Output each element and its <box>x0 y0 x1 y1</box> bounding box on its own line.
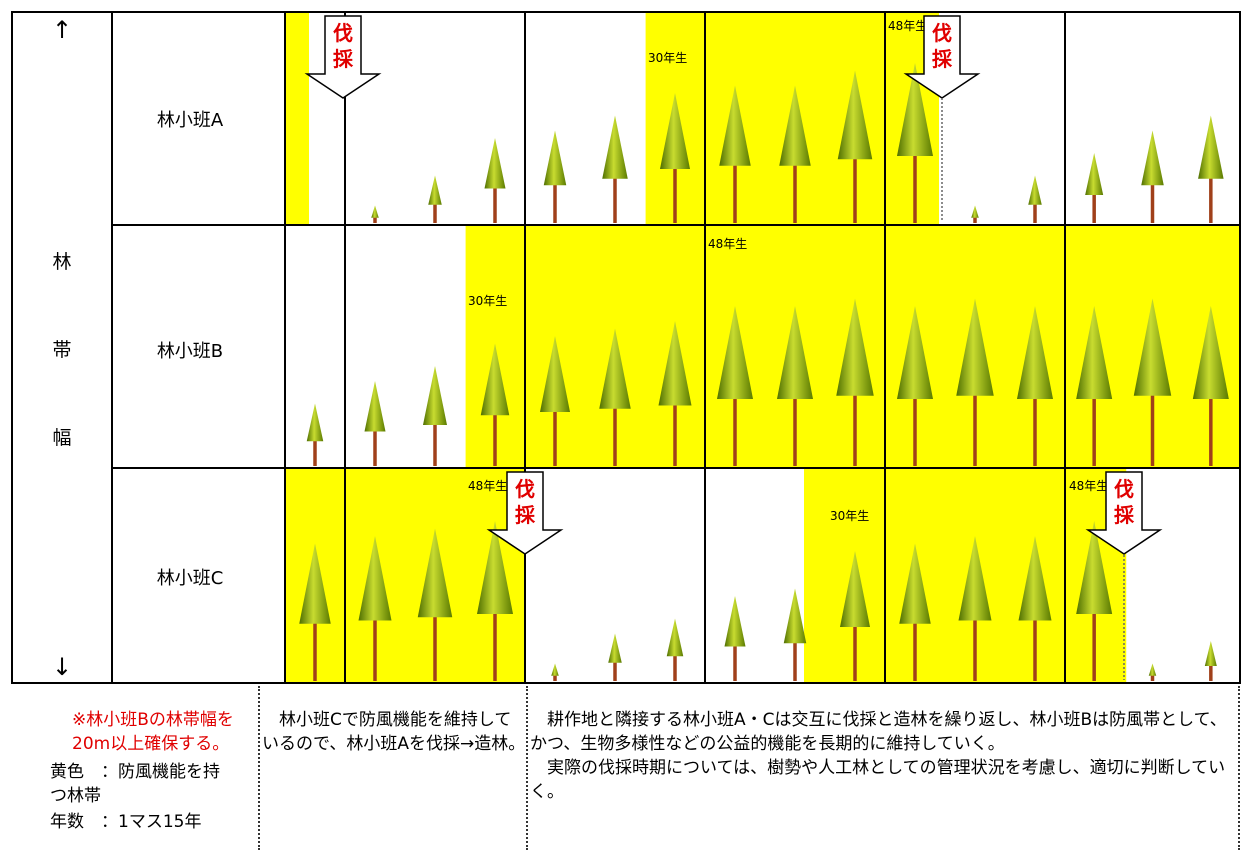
tree-crown <box>958 536 992 621</box>
cut-label-char: 採 <box>515 503 536 527</box>
tree-crown <box>1148 663 1157 676</box>
tree-crown <box>602 115 628 179</box>
age-label: 48年生 <box>708 237 747 251</box>
tree-crown <box>719 85 751 166</box>
labels: ↑ ↓ 林帯幅 林小班A 林小班B 林小班C 30年生 48年生 30年生 48年生 48年生 30年… <box>52 15 1163 681</box>
tree-crown <box>899 543 931 624</box>
tree-crown <box>717 306 753 399</box>
cut-label-char: 伐 <box>515 477 535 501</box>
cut-arrow-icon <box>1085 471 1163 555</box>
tree-crown <box>551 663 559 676</box>
grid-lines <box>11 11 1241 684</box>
age-label: 30年生 <box>648 51 687 65</box>
trees <box>299 63 1229 681</box>
cut-label-char: 伐 <box>932 21 952 45</box>
tree-crown <box>1028 175 1042 205</box>
tree-crown <box>724 596 746 647</box>
tree-crown <box>1018 536 1052 621</box>
age-label: 48年生 <box>468 479 507 493</box>
tree-crown <box>1141 130 1164 186</box>
tree-crown <box>543 130 567 186</box>
tree-crown <box>540 336 570 412</box>
tree-crown <box>1076 306 1113 399</box>
outer-border <box>11 11 1241 684</box>
row-label-c: 林小班C <box>157 568 224 589</box>
tree-crown <box>783 588 807 644</box>
cut-label-char: 採 <box>932 47 953 71</box>
tree-crown <box>484 138 506 189</box>
tree-crown <box>1133 298 1172 396</box>
tree-crown <box>423 366 447 425</box>
tree-crown <box>971 205 979 218</box>
legend-years: 年数 ：1マス15年 <box>50 812 202 832</box>
tree-crown <box>1204 641 1217 666</box>
arrow-down-icon: ↓ <box>52 653 72 681</box>
tree-crown <box>371 205 379 218</box>
separator-1 <box>258 686 260 850</box>
tree-crown <box>658 321 692 406</box>
separator-2 <box>526 686 528 850</box>
highlight-band <box>804 468 885 683</box>
tree-crown <box>1017 306 1053 399</box>
cut-label-char: 採 <box>333 47 354 71</box>
highlight-band <box>285 12 309 225</box>
explanation-middle: 林小班Cで防風機能を維持しているので、林小班Aを伐採→造林。 <box>262 710 526 754</box>
tree-crown <box>897 306 933 399</box>
age-label: 30年生 <box>468 294 507 308</box>
axis-label-char: 林 <box>52 251 71 273</box>
tree-crown <box>306 403 324 442</box>
tree-crown <box>1198 115 1224 179</box>
tree-crown <box>480 343 510 416</box>
tree-crown <box>836 298 874 396</box>
cut-label-char: 伐 <box>1114 477 1134 501</box>
cut-arrow-icon <box>486 471 564 555</box>
tree-crown <box>358 536 392 621</box>
note-width-requirement: ※林小班Bの林帯幅を 20m以上確保する。 <box>72 710 251 754</box>
separator-3 <box>1238 686 1240 850</box>
cut-arrow-icon <box>304 15 382 99</box>
tree-crown <box>599 328 631 409</box>
age-label: 30年生 <box>830 509 869 523</box>
tree-crown <box>417 528 453 618</box>
tree-crown <box>299 543 331 624</box>
axis-label-char: 幅 <box>52 427 71 449</box>
tree-crown <box>364 381 386 432</box>
tree-crown <box>837 70 873 160</box>
axis-label-char: 帯 <box>52 339 71 361</box>
tree-crown <box>428 175 442 205</box>
row-label-a: 林小班A <box>157 110 224 131</box>
tree-crown <box>477 521 513 614</box>
tree-crown <box>840 551 870 627</box>
tree-crown <box>608 633 622 663</box>
tree-crown <box>1076 521 1113 614</box>
legend-yellow: 黄色 ：防風機能を持 つ林帯 <box>50 762 271 806</box>
age-label: 48年生 <box>888 19 927 33</box>
tree-crown <box>956 298 994 396</box>
row-label-b: 林小班B <box>157 341 223 362</box>
tree-crown <box>660 93 690 169</box>
tree-crown <box>777 306 813 399</box>
arrow-up-icon: ↑ <box>52 16 72 44</box>
age-label: 48年生 <box>1069 479 1108 493</box>
tree-crown <box>779 85 811 166</box>
explanation-right: 耕作地と隣接する林小班A・Cは交互に伐採と造林を繰り返し、林小班Bは防風帯として… <box>530 710 1227 802</box>
cut-label-char: 採 <box>1114 503 1135 527</box>
cut-label-char: 伐 <box>333 21 353 45</box>
tree-crown <box>897 63 933 156</box>
tree-crown <box>1192 306 1229 399</box>
tree-crown <box>666 618 684 657</box>
tree-crown <box>1085 153 1104 195</box>
cut-arrow-icon <box>903 15 981 99</box>
